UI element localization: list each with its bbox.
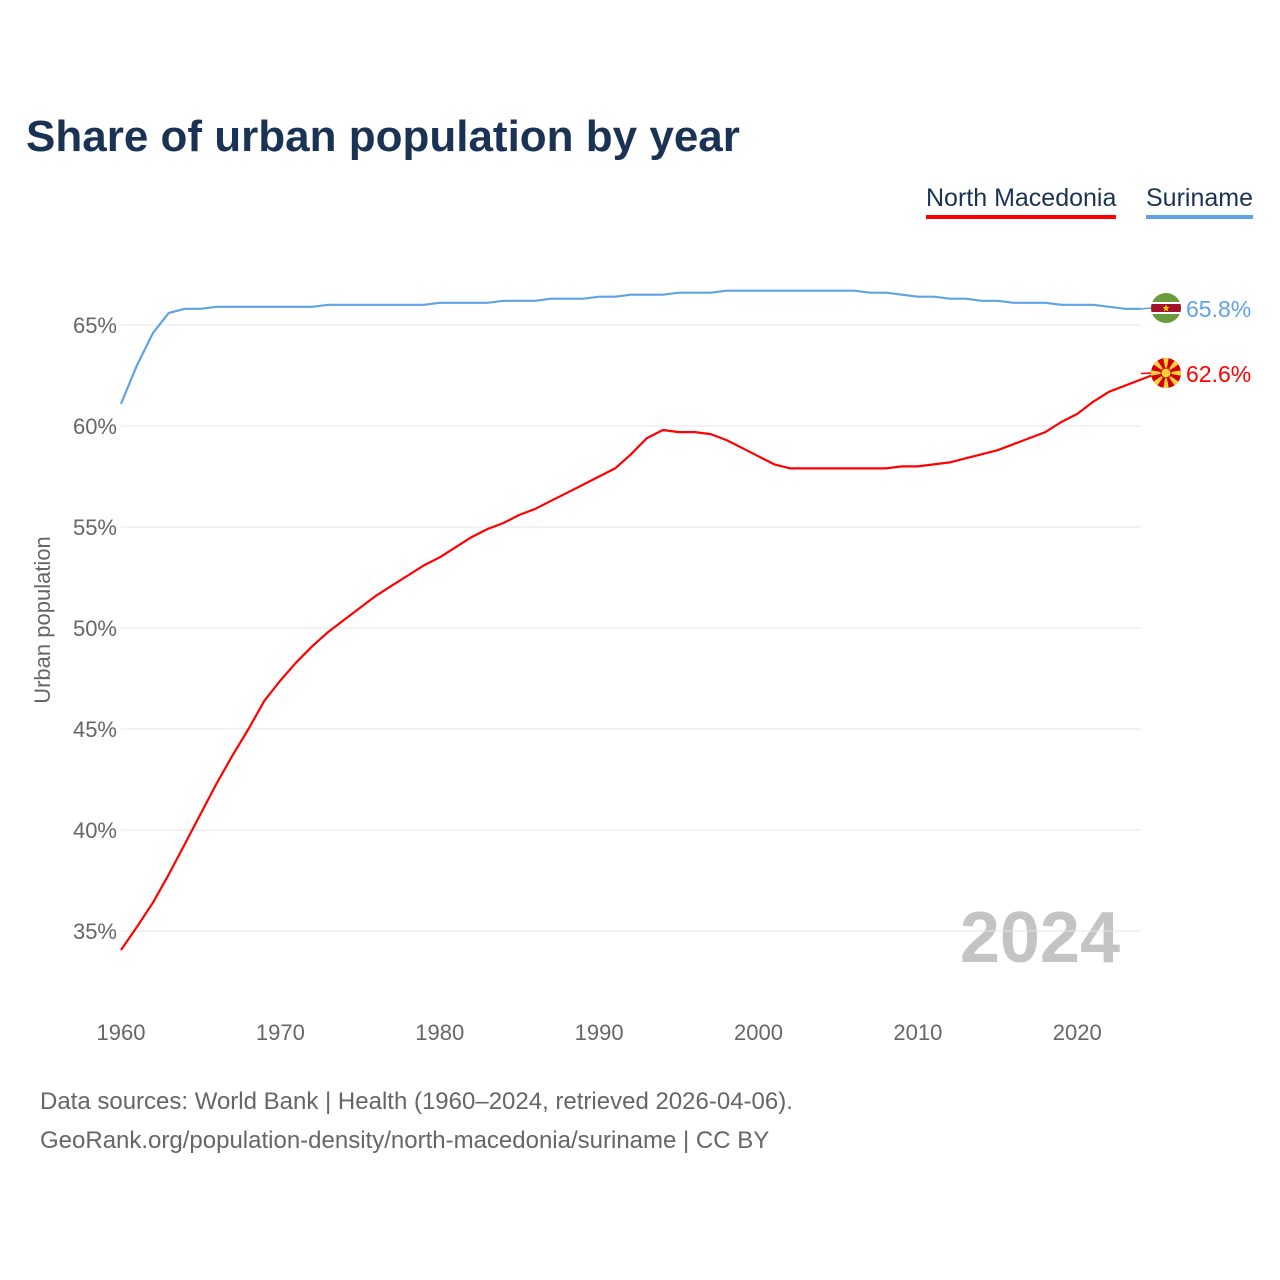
series-line-north-macedonia [120,372,1158,951]
end-value-label: 62.6% [1186,361,1251,387]
y-tick-label: 55% [73,515,117,540]
y-tick-label: 45% [73,717,117,742]
y-tick-label: 60% [73,414,117,439]
legend-suriname[interactable]: Suriname [1146,184,1253,219]
x-tick-label: 2000 [734,1020,783,1045]
y-tick-label: 65% [73,313,117,338]
x-tick-label: 2020 [1053,1020,1102,1045]
x-tick-label: 1990 [575,1020,624,1045]
series-line-suriname [119,289,1141,405]
legend-north-macedonia[interactable]: North Macedonia [926,184,1117,219]
source-text: Data sources: World Bank | Health (1960–… [40,1088,793,1115]
label-connector [1140,307,1153,310]
year-watermark: 2024 [960,898,1120,978]
y-tick-label: 40% [73,818,117,843]
y-tick-label: 35% [73,919,117,944]
suriname-flag-icon [1151,293,1181,323]
end-value-label: 65.8% [1186,296,1251,322]
x-tick-label: 1960 [97,1020,146,1045]
x-tick-label: 1980 [415,1020,464,1045]
x-tick-label: 1970 [256,1020,305,1045]
chart-title: Share of urban population by year [26,112,740,161]
y-tick-label: 50% [73,616,117,641]
y-axis-label: Urban population [30,536,55,704]
source-link[interactable]: GeoRank.org/population-density/north-mac… [40,1127,770,1154]
x-tick-label: 2010 [893,1020,942,1045]
